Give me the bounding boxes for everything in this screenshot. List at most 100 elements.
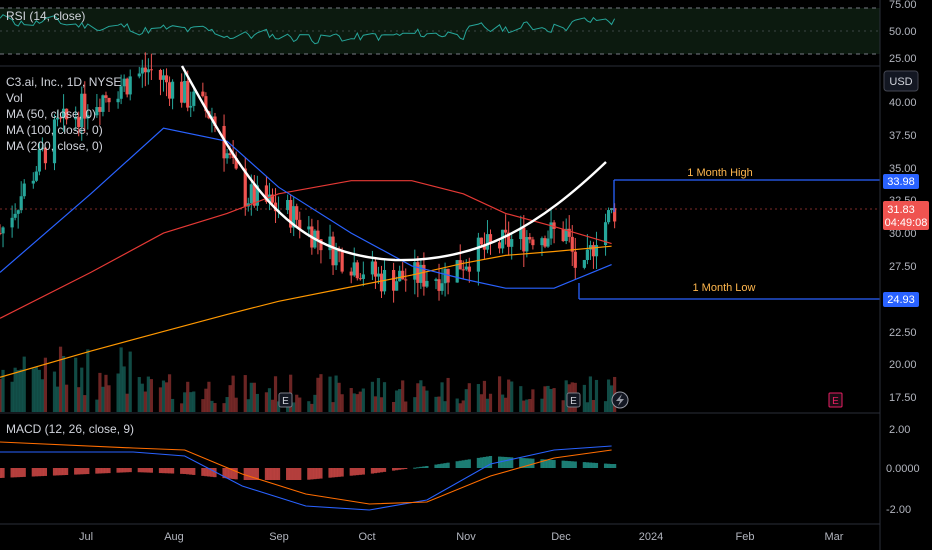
volume-bar [122,366,126,412]
macd-histogram-bar [140,468,144,473]
ma100-label[interactable]: MA (100, close, 0) [6,123,103,137]
volume-bar [183,392,187,412]
price-pane[interactable]: 1 Month High 1 Month Low E E E C3.ai, In… [0,52,880,412]
macd-histogram-bar [567,461,571,468]
macd-histogram-bar [264,468,269,480]
macd-histogram-bar [286,468,290,480]
candle [328,224,332,260]
candle [125,77,129,98]
vol-label[interactable]: Vol [6,91,23,105]
macd-histogram-bar [58,468,63,476]
time-axis[interactable]: Jul Aug Sep Oct Nov Dec 2024 Feb Mar [79,531,844,543]
volume-bar [192,391,196,412]
earnings-marker-aug[interactable]: E [278,392,293,408]
volume-bar [270,399,275,412]
candle [225,148,229,164]
candle [546,230,550,248]
candle [585,234,589,265]
macd-histogram-bar [61,468,66,476]
volume-bar [440,382,444,412]
volume-bar [40,379,44,412]
candle [58,115,63,123]
rsi-pane[interactable]: RSI (14, close) [0,7,880,55]
rsi-tick-50: 50.00 [889,26,917,38]
volume-bar [585,402,589,412]
volume-bar [267,388,272,412]
macd-histogram-bar [307,468,311,480]
ma50-label[interactable]: MA (50, close, 0) [6,107,96,121]
volume-bar [373,396,378,412]
macd-histogram-bar [86,468,90,475]
earnings-marker-upcoming[interactable]: E [828,392,843,408]
macd-histogram-bar [149,468,153,473]
macd-pane[interactable]: MACD (12, 26, close, 9) [0,422,617,511]
macd-histogram-bar [379,468,384,473]
macd-histogram-bar [252,468,256,480]
candle [476,232,480,286]
volume-bar [379,397,384,412]
volume-bar [0,378,2,412]
volume-bar [352,393,356,412]
volume-bar [419,380,423,412]
volume-bar [143,391,147,412]
candle [588,240,593,261]
macd-histogram-bar [419,466,423,468]
symbol-title[interactable]: C3.ai, Inc., 1D, NYSE [6,75,121,89]
ma200-label[interactable]: MA (200, close, 0) [6,139,103,153]
macd-histogram-bar [192,468,196,475]
currency-button[interactable]: USD [883,70,919,92]
candle [522,215,526,268]
volume-bar [128,351,132,412]
candle [289,194,293,234]
macd-line [0,445,612,511]
macd-histogram-bar [355,468,359,476]
candle [298,211,302,239]
volume-bar [246,399,250,412]
candle [464,259,468,271]
dividend-flash-icon[interactable] [611,391,629,409]
volume-bar [125,393,129,412]
candle [316,220,320,255]
month-high-label: 1 Month High [687,167,752,179]
macd-histogram-bar [549,459,553,468]
volume-bar [416,383,420,412]
macd-histogram-bar [440,463,444,468]
volume-bar [307,401,311,412]
macd-histogram-bar [510,457,514,468]
macd-histogram-bar [434,464,438,468]
candle [222,114,226,172]
volume-bar [564,380,568,412]
macd-histogram-bar [395,468,399,471]
candle [164,68,169,97]
macd-histogram-bar [255,468,259,480]
macd-histogram-bar [361,468,365,475]
earnings-marker-dec[interactable]: E [566,392,581,408]
ma50-line [0,127,612,289]
volume-bar [603,401,608,412]
last-price-badge: 31.83 04:49:08 [883,201,929,230]
macd-histogram-bar [485,456,490,468]
macd-tick: 2.00 [889,424,910,436]
macd-histogram-bar [416,467,420,469]
x-tick-2024: 2024 [639,531,663,543]
volume-bar [158,387,163,412]
macd-histogram-bar [186,468,190,475]
candle [295,203,299,228]
candle [158,68,163,96]
cup-arc[interactable] [180,65,607,262]
price-tick: 30.00 [889,228,917,240]
candle [31,172,35,189]
price-axis[interactable]: 75.00 50.00 25.00 USD 40.00 37.50 35.00 … [879,0,932,550]
candle [573,237,577,280]
macd-histogram-bar [43,468,48,476]
candle [10,205,14,238]
macd-histogram-bar [204,468,208,477]
macd-histogram-bar [246,468,250,480]
macd-histogram-bar [443,463,447,468]
macd-histogram-bar [273,468,278,480]
macd-histogram-bar [16,468,20,478]
volume-bar [340,394,344,412]
macd-histogram-bar [292,468,296,480]
candle [458,244,462,270]
